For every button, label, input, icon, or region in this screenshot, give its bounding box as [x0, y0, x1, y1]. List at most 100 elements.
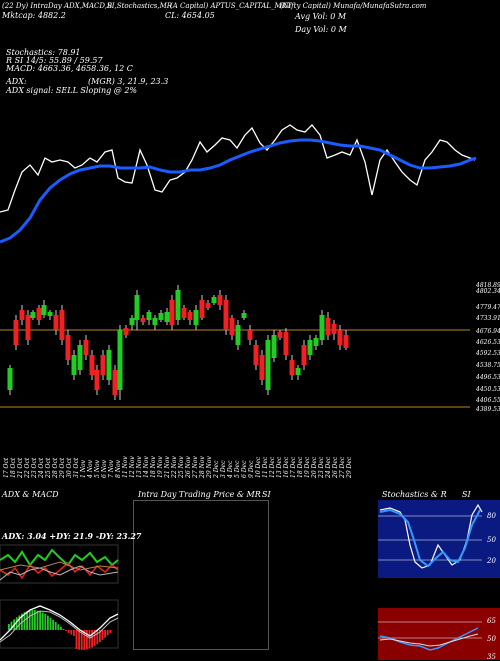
candle — [337, 325, 343, 350]
mrsi-line — [379, 633, 479, 647]
candle — [112, 365, 118, 400]
adx-trend-line — [0, 561, 119, 571]
candle-body — [331, 324, 337, 334]
macd-histogram-bar — [8, 624, 10, 630]
candle — [325, 312, 331, 340]
rsi-level-35: 35 — [487, 653, 496, 661]
macd-histogram-bar — [36, 610, 39, 630]
candle — [169, 295, 175, 330]
macd-histogram-bar — [93, 630, 96, 646]
adx-readout: ADX: 3.04 +DY: 21.9 -DY: 23.27 — [2, 531, 142, 541]
macd-readout: MACD: 4663.36, 4658.36, 12 C — [6, 64, 133, 73]
macd-histogram-bar — [78, 630, 80, 650]
candle-body — [217, 295, 223, 305]
day-vol: Day Vol: 0 M — [295, 25, 347, 34]
price-axis-label: 4406.55 — [476, 397, 500, 404]
stoch-level-80: 80 — [487, 512, 496, 520]
candle-body — [100, 355, 106, 375]
candle — [343, 330, 349, 350]
candle — [65, 330, 71, 365]
candle-body — [89, 355, 95, 375]
candle-body — [13, 320, 19, 345]
candle — [164, 308, 170, 325]
candle — [319, 310, 325, 345]
macd-histogram-bar — [10, 621, 13, 630]
price-axis-label: 4538.75 — [476, 362, 500, 369]
candle-body — [117, 330, 123, 390]
candle — [123, 325, 129, 338]
candle — [331, 320, 337, 340]
price-axis-label: 4626.53 — [476, 339, 500, 346]
candle-body — [289, 360, 295, 375]
candle — [41, 300, 47, 318]
candle-body — [164, 312, 170, 322]
candle — [307, 335, 313, 360]
candle-body — [106, 350, 112, 380]
mktcap-text: Mktcap: 4882.2 — [2, 11, 66, 20]
candle-body — [83, 340, 89, 355]
candle — [283, 328, 289, 360]
macd-histogram-bar — [67, 630, 70, 633]
macd-histogram-bar — [28, 610, 31, 630]
macd-histogram-bar — [60, 626, 62, 630]
candle-body — [337, 330, 343, 345]
candle-body — [229, 318, 235, 335]
candle-body — [134, 295, 140, 320]
macd-histogram-bar — [106, 630, 109, 636]
macd-signal-line — [0, 610, 119, 643]
candle-body — [307, 340, 313, 355]
candle-body — [152, 318, 158, 325]
intraday-panel — [133, 500, 269, 650]
candle-body — [59, 310, 65, 340]
macd-line — [0, 605, 119, 641]
candle — [277, 330, 283, 340]
rsi-level-50: 50 — [487, 635, 496, 643]
candle — [235, 320, 241, 350]
candle — [289, 355, 295, 380]
macd-histogram-bar — [62, 628, 65, 630]
candle-body — [129, 318, 135, 325]
candle — [187, 310, 193, 325]
candle-body — [301, 345, 307, 365]
candle — [313, 335, 319, 350]
candle-body — [211, 297, 217, 303]
macd-histogram-bar — [80, 630, 83, 650]
rsi-line — [379, 627, 479, 651]
macd-histogram-bar — [23, 612, 26, 630]
candle — [100, 350, 106, 380]
candle — [247, 325, 253, 345]
rsi-panel — [378, 608, 500, 660]
candle-body — [235, 325, 241, 345]
adx-macd-title: ADX & MACD — [2, 490, 59, 499]
candle-body — [36, 308, 42, 320]
rsi-level-65: 65 — [487, 617, 496, 625]
candle — [83, 335, 89, 360]
candle-body — [205, 303, 211, 308]
candle — [211, 295, 217, 305]
candle-body — [319, 315, 325, 340]
candle — [175, 285, 181, 325]
candle-body — [30, 312, 36, 318]
candle-body — [140, 318, 146, 322]
candle — [71, 350, 77, 380]
candle — [94, 365, 100, 395]
macd-panel-frame — [0, 599, 119, 649]
macd-histogram-bar — [52, 619, 54, 630]
candle — [7, 365, 13, 395]
candle — [146, 310, 152, 325]
macd-histogram-bar — [88, 630, 91, 649]
macd-histogram-bar — [15, 617, 18, 630]
macd-histogram-bar — [54, 622, 57, 630]
candle-body — [53, 315, 59, 330]
stoch-title: Stochastics & R — [382, 490, 447, 499]
candle-body — [181, 308, 187, 318]
macd-histogram-bar — [31, 610, 34, 630]
munafa-tag: (Nifty Capital) Munafa/MunafaSutra.com — [280, 2, 427, 10]
price-axis-label: 4676.94 — [476, 328, 500, 335]
macd-histogram-bar — [49, 617, 52, 630]
candle-body — [65, 335, 71, 360]
candle-body — [7, 368, 13, 390]
price-axis-label: 4802.34 — [476, 288, 500, 295]
candle-body — [259, 355, 265, 380]
macd-histogram-bar — [65, 630, 67, 632]
